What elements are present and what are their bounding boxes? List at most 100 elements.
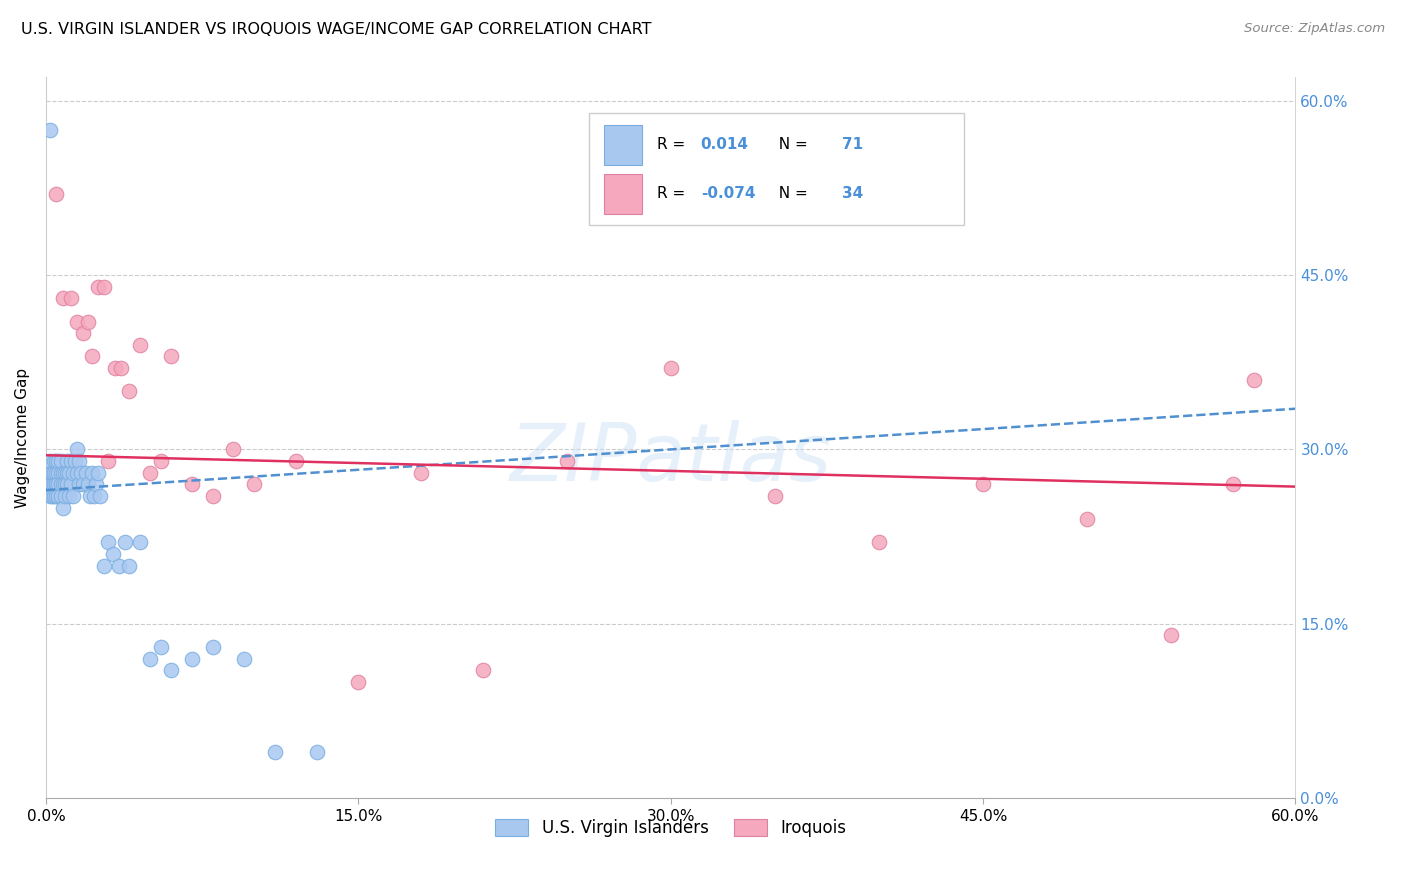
Text: 71: 71 — [842, 137, 863, 153]
Point — [59, 291, 82, 305]
Point — [93, 279, 115, 293]
Point — [56, 466, 79, 480]
Point — [44, 454, 66, 468]
Point — [93, 558, 115, 573]
Point — [1160, 628, 1182, 642]
Point — [53, 466, 76, 480]
Point — [66, 442, 89, 457]
Legend: U.S. Virgin Islanders, Iroquois: U.S. Virgin Islanders, Iroquois — [488, 813, 853, 844]
Point — [1243, 373, 1265, 387]
Point — [763, 489, 786, 503]
Point — [48, 489, 70, 503]
Point — [53, 477, 76, 491]
Point — [201, 489, 224, 503]
Point — [222, 442, 245, 457]
Point — [52, 477, 75, 491]
Point — [472, 663, 495, 677]
Point — [180, 477, 202, 491]
Point — [37, 477, 59, 491]
Text: 34: 34 — [842, 186, 863, 202]
Point — [45, 477, 67, 491]
Point — [101, 547, 124, 561]
Point — [66, 314, 89, 328]
Text: N =: N = — [769, 186, 813, 202]
Point — [53, 489, 76, 503]
Bar — [605, 125, 643, 164]
Point — [104, 361, 127, 376]
Point — [79, 489, 101, 503]
Point — [201, 640, 224, 654]
Point — [232, 651, 254, 665]
Point — [48, 466, 70, 480]
Point — [659, 361, 682, 376]
FancyBboxPatch shape — [589, 113, 965, 225]
Point — [139, 466, 162, 480]
Point — [45, 489, 67, 503]
Point — [63, 454, 86, 468]
Point — [37, 466, 59, 480]
Point — [49, 489, 72, 503]
Text: U.S. VIRGIN ISLANDER VS IROQUOIS WAGE/INCOME GAP CORRELATION CHART: U.S. VIRGIN ISLANDER VS IROQUOIS WAGE/IN… — [21, 22, 651, 37]
Point — [118, 384, 141, 399]
Point — [56, 454, 79, 468]
Point — [409, 466, 432, 480]
Point — [139, 651, 162, 665]
Point — [66, 466, 89, 480]
Point — [39, 122, 62, 136]
Point — [1076, 512, 1098, 526]
Point — [347, 674, 370, 689]
Point — [45, 466, 67, 480]
Point — [58, 466, 80, 480]
Point — [52, 500, 75, 515]
Point — [72, 477, 94, 491]
Point — [67, 454, 90, 468]
Point — [59, 477, 82, 491]
Point — [97, 535, 120, 549]
Point — [39, 477, 62, 491]
Point — [39, 454, 62, 468]
Point — [52, 291, 75, 305]
Point — [114, 535, 136, 549]
Point — [128, 535, 150, 549]
Point — [80, 466, 103, 480]
Point — [110, 361, 132, 376]
Point — [49, 454, 72, 468]
Text: R =: R = — [657, 186, 690, 202]
Point — [80, 350, 103, 364]
Point — [160, 350, 183, 364]
Point — [59, 454, 82, 468]
Point — [83, 489, 105, 503]
Point — [89, 489, 111, 503]
Point — [84, 477, 107, 491]
Point — [118, 558, 141, 573]
Point — [1222, 477, 1244, 491]
Point — [264, 745, 287, 759]
Point — [128, 338, 150, 352]
Text: Source: ZipAtlas.com: Source: ZipAtlas.com — [1244, 22, 1385, 36]
Point — [87, 466, 110, 480]
Point — [284, 454, 307, 468]
Point — [48, 477, 70, 491]
Point — [305, 745, 328, 759]
Point — [45, 186, 67, 201]
Text: 0.014: 0.014 — [700, 137, 749, 153]
Point — [76, 314, 98, 328]
Text: N =: N = — [769, 137, 813, 153]
Point — [49, 466, 72, 480]
Point — [41, 477, 63, 491]
Point — [62, 489, 84, 503]
Text: ZIPatlas: ZIPatlas — [509, 420, 832, 499]
Bar — [605, 174, 643, 214]
Point — [49, 477, 72, 491]
Point — [149, 640, 172, 654]
Point — [41, 489, 63, 503]
Point — [243, 477, 266, 491]
Point — [48, 454, 70, 468]
Point — [44, 477, 66, 491]
Point — [180, 651, 202, 665]
Point — [56, 477, 79, 491]
Text: R =: R = — [657, 137, 690, 153]
Point — [76, 477, 98, 491]
Point — [62, 466, 84, 480]
Point — [555, 454, 578, 468]
